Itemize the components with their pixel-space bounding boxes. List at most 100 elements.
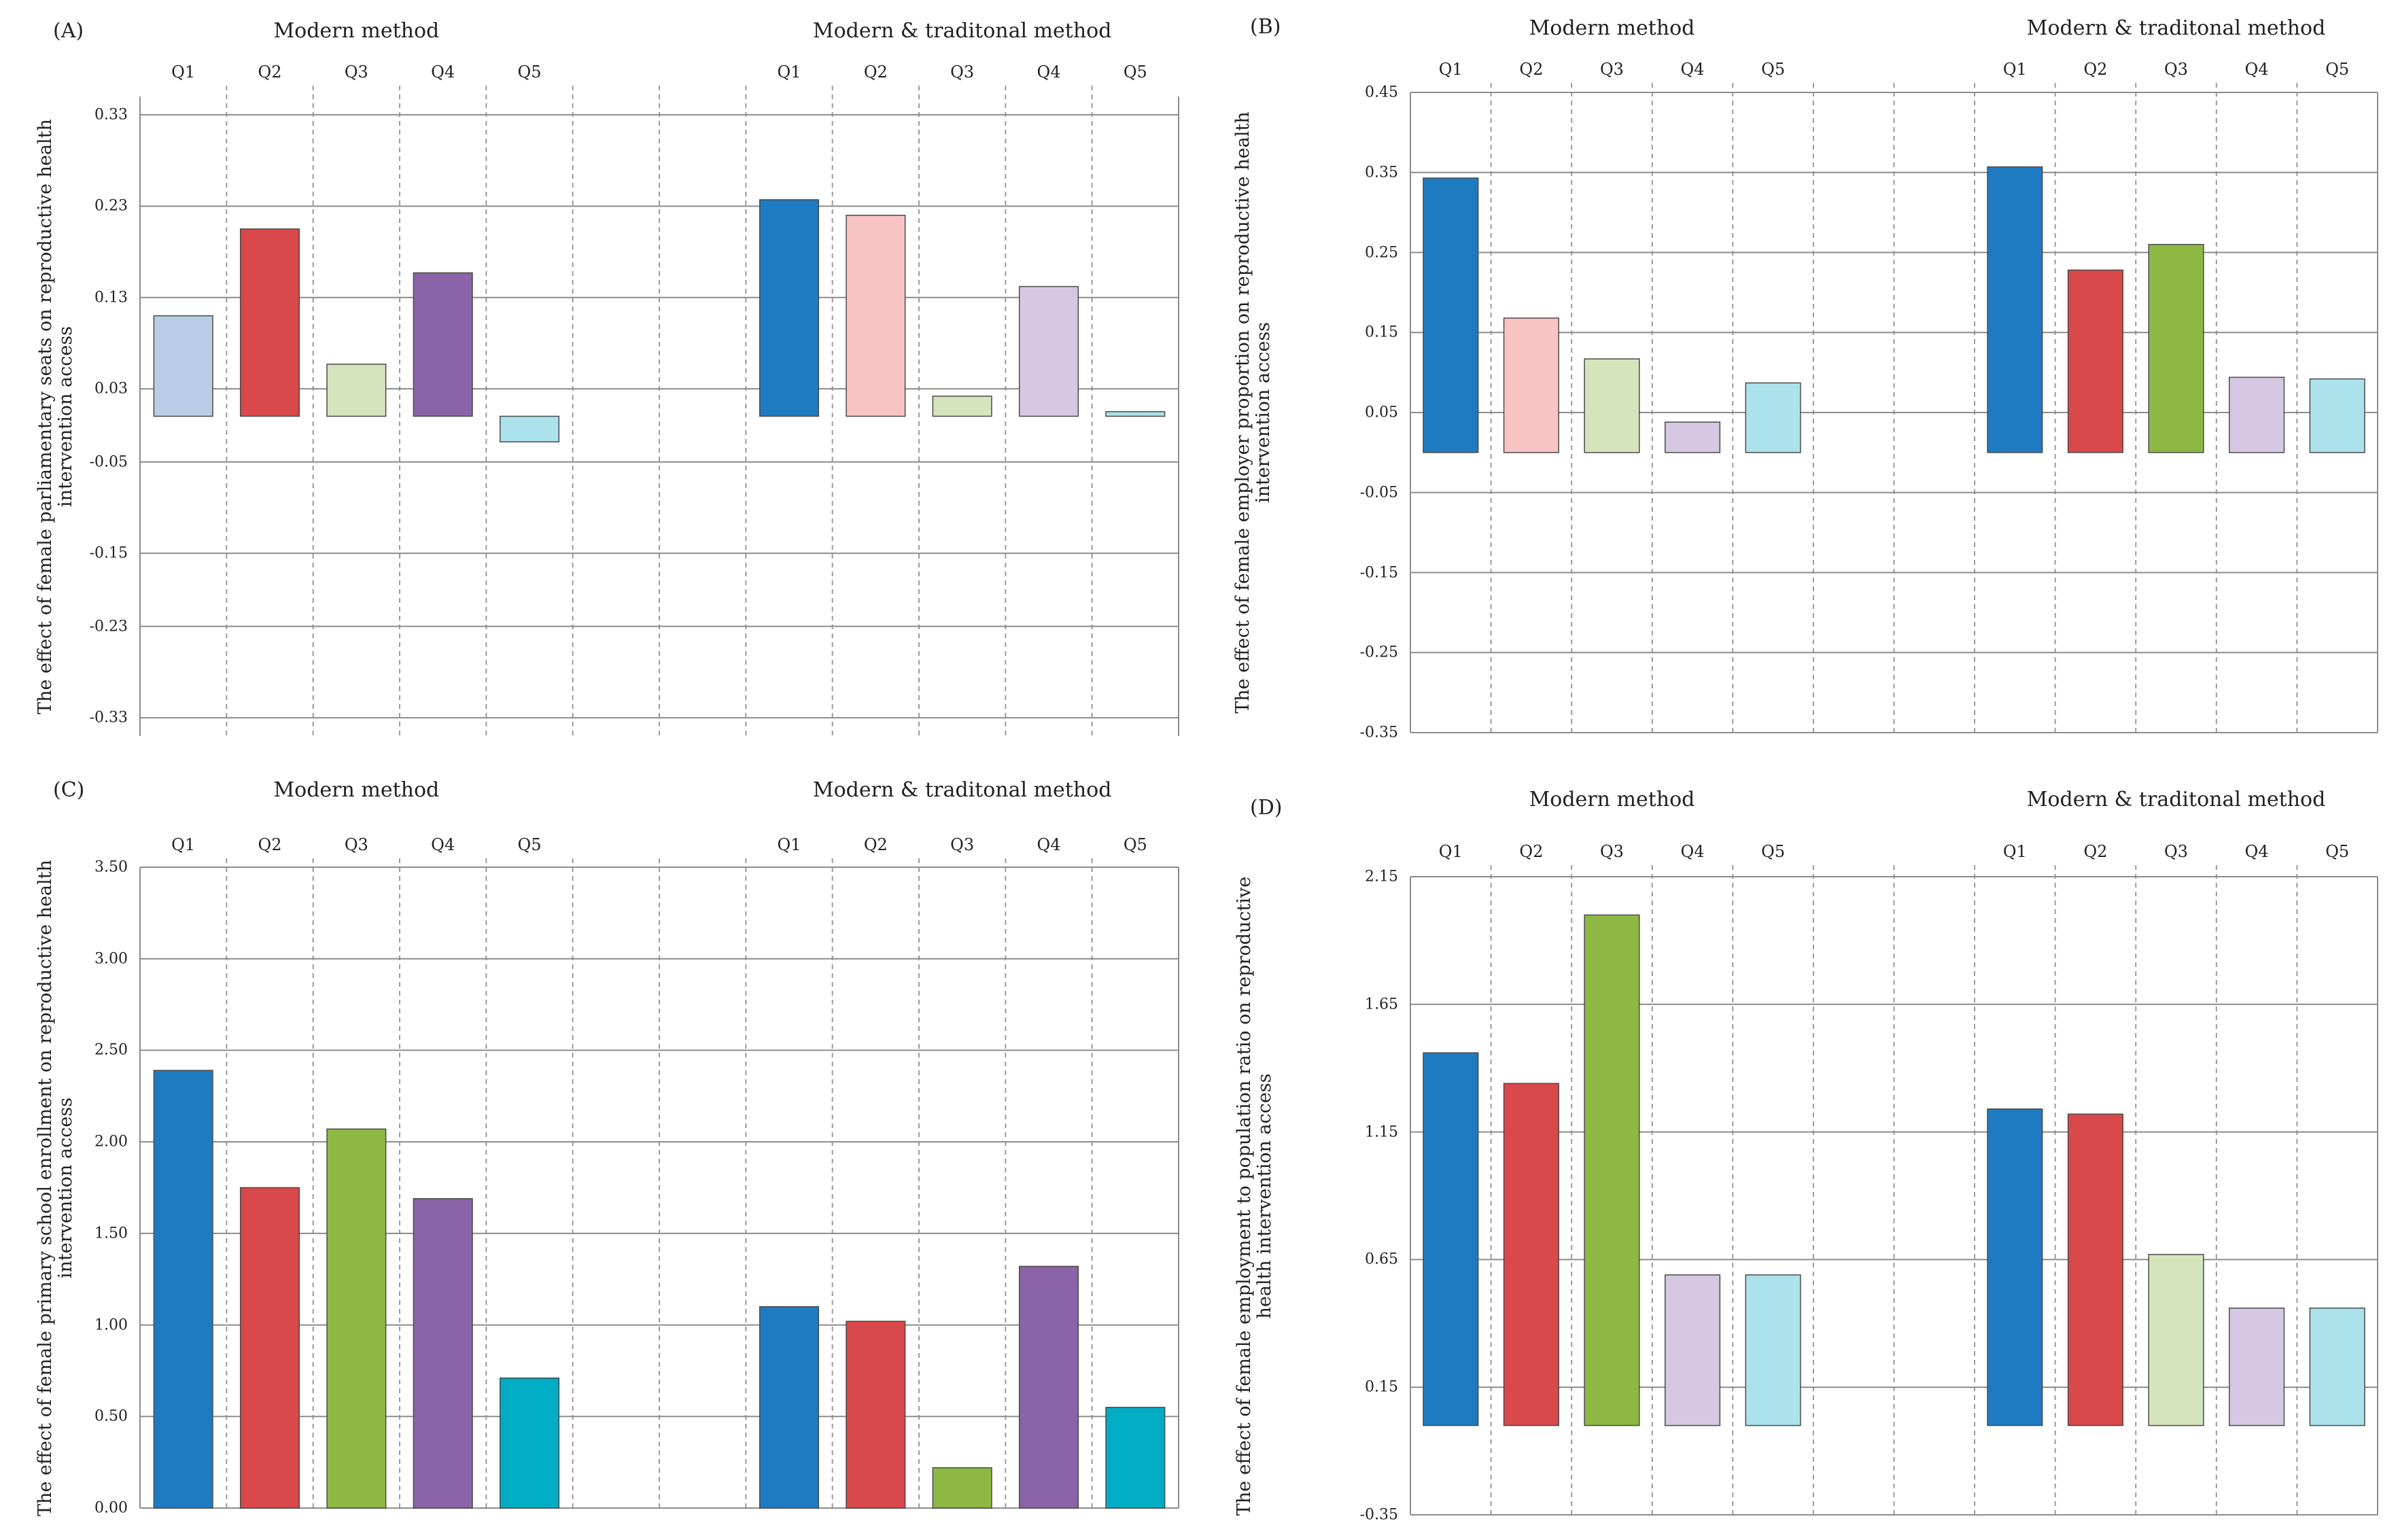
group-title: Modern & traditonal method [812,778,1112,802]
x-category-label: Q1 [1438,60,1463,79]
x-category-label: Q2 [258,63,282,82]
x-category-label: Q4 [431,835,455,854]
y-tick-label: 0.33 [94,106,128,124]
bar-modern-q2 [239,1187,300,1509]
bar-modern-q1 [1423,1052,1479,1427]
x-category-label: Q2 [863,63,888,82]
x-category-label: Q2 [1519,842,1544,861]
chart-svg [139,858,1179,1509]
x-category-label: Q2 [2083,842,2108,861]
bar-modern-traditional-q4 [2229,1308,2285,1427]
x-category-label: Q5 [2325,842,2350,861]
chart-svg [1410,865,2378,1516]
bar-modern-q2 [239,228,300,417]
bar-modern-q4 [1664,1274,1721,1427]
bar-modern-q5 [1745,382,1801,453]
bar-modern-q5 [499,1377,560,1509]
x-category-label: Q4 [1680,842,1705,861]
bar-modern-q3 [326,364,387,417]
bar-modern-q1 [153,1070,213,1509]
group-title: Modern & traditonal method [812,19,1112,43]
bar-modern-q1 [153,315,213,417]
x-category-label: Q1 [2002,60,2027,79]
y-tick-label: 0.13 [94,289,128,307]
y-axis-label: The effect of female employment to popul… [1234,876,1275,1516]
bar-modern-traditional-q5 [2309,1308,2365,1427]
bar-modern-traditional-q3 [932,1467,992,1509]
y-tick-label: 1.00 [94,1316,128,1334]
y-tick-label: -0.35 [1359,724,1398,741]
y-tick-label: 1.15 [1365,1123,1398,1141]
x-category-label: Q3 [1599,60,1624,79]
x-category-label: Q4 [431,63,455,82]
bar-modern-traditional-q2 [2067,1113,2124,1427]
bar-modern-q4 [413,272,473,417]
y-axis-label-line: intervention access [1253,321,1274,504]
x-category-label: Q1 [777,63,801,82]
panel-c: (C) The effect of female primary school e… [0,770,1199,1540]
y-tick-label: 0.00 [94,1499,128,1517]
bar-modern-traditional-q3 [2148,1254,2204,1427]
bar-modern-traditional-q3 [932,396,992,417]
bar-modern-q4 [1664,421,1721,453]
y-tick-label: -0.23 [89,618,128,635]
y-tick-label: 2.15 [1365,868,1398,886]
bar-modern-traditional-q2 [846,1320,906,1509]
bar-modern-traditional-q5 [2309,378,2365,453]
x-category-label: Q4 [1680,60,1705,79]
y-tick-label: 2.50 [94,1041,128,1059]
y-tick-label: -0.15 [1359,564,1398,581]
group-title: Modern method [273,778,440,802]
y-tick-label: 0.15 [1365,323,1398,341]
group-title: Modern method [273,19,440,43]
y-tick-label: 3.00 [94,950,128,968]
bar-modern-traditional-q2 [846,215,906,417]
bar-modern-q5 [1745,1274,1801,1427]
x-category-label: Q5 [1123,835,1147,854]
bar-modern-traditional-q1 [1987,1108,2043,1427]
x-category-label: Q1 [2002,842,2027,861]
bar-modern-traditional-q4 [1018,285,1079,417]
x-category-label: Q5 [517,835,542,854]
y-tick-label: -0.25 [1359,644,1398,661]
x-category-label: Q3 [1599,842,1624,861]
y-tick-label: -0.15 [89,544,128,562]
bar-modern-traditional-q5 [1105,1407,1166,1509]
x-category-label: Q3 [950,63,975,82]
y-axis-label: The effect of female employer proportion… [1232,111,1274,714]
y-axis-label-line: The effect of female employer proportion… [1232,111,1253,714]
group-title: Modern & traditonal method [2026,788,2326,811]
y-tick-label: 1.50 [94,1225,128,1242]
panel-d: (D) The effect of female employment to po… [1199,770,2398,1540]
bar-modern-traditional-q1 [759,1306,820,1509]
y-tick-label: 0.50 [94,1407,128,1425]
chart-svg [139,86,1179,736]
x-category-label: Q2 [258,835,282,854]
x-category-label: Q3 [2164,60,2189,79]
bar-modern-traditional-q2 [2067,269,2124,453]
panel-label: (A) [53,19,84,43]
bar-modern-traditional-q5 [1105,411,1166,417]
x-category-label: Q5 [2325,60,2350,79]
x-category-label: Q2 [1519,60,1544,79]
bar-modern-traditional-q1 [759,199,820,417]
y-tick-label: 0.05 [1365,404,1398,421]
x-category-label: Q3 [2164,842,2189,861]
bar-modern-q2 [1503,317,1559,453]
bar-modern-traditional-q4 [2229,377,2285,453]
y-tick-label: 2.00 [94,1133,128,1151]
panel-a: (A) The effect of female parliamentary se… [0,0,1199,770]
x-category-label: Q1 [171,835,196,854]
x-category-label: Q4 [2244,842,2269,861]
panel-label: (D) [1250,796,1283,820]
x-category-label: Q5 [1123,63,1147,82]
bar-modern-q3 [326,1128,387,1509]
x-category-label: Q3 [344,835,368,854]
y-tick-label: 1.65 [1365,996,1398,1013]
y-axis-label-line: health intervention access [1254,1072,1275,1319]
x-category-label: Q3 [950,835,975,854]
y-tick-label: 0.25 [1365,244,1398,261]
x-category-label: Q4 [2244,60,2269,79]
bar-modern-q1 [1423,177,1479,453]
y-tick-label: 3.50 [94,858,128,876]
